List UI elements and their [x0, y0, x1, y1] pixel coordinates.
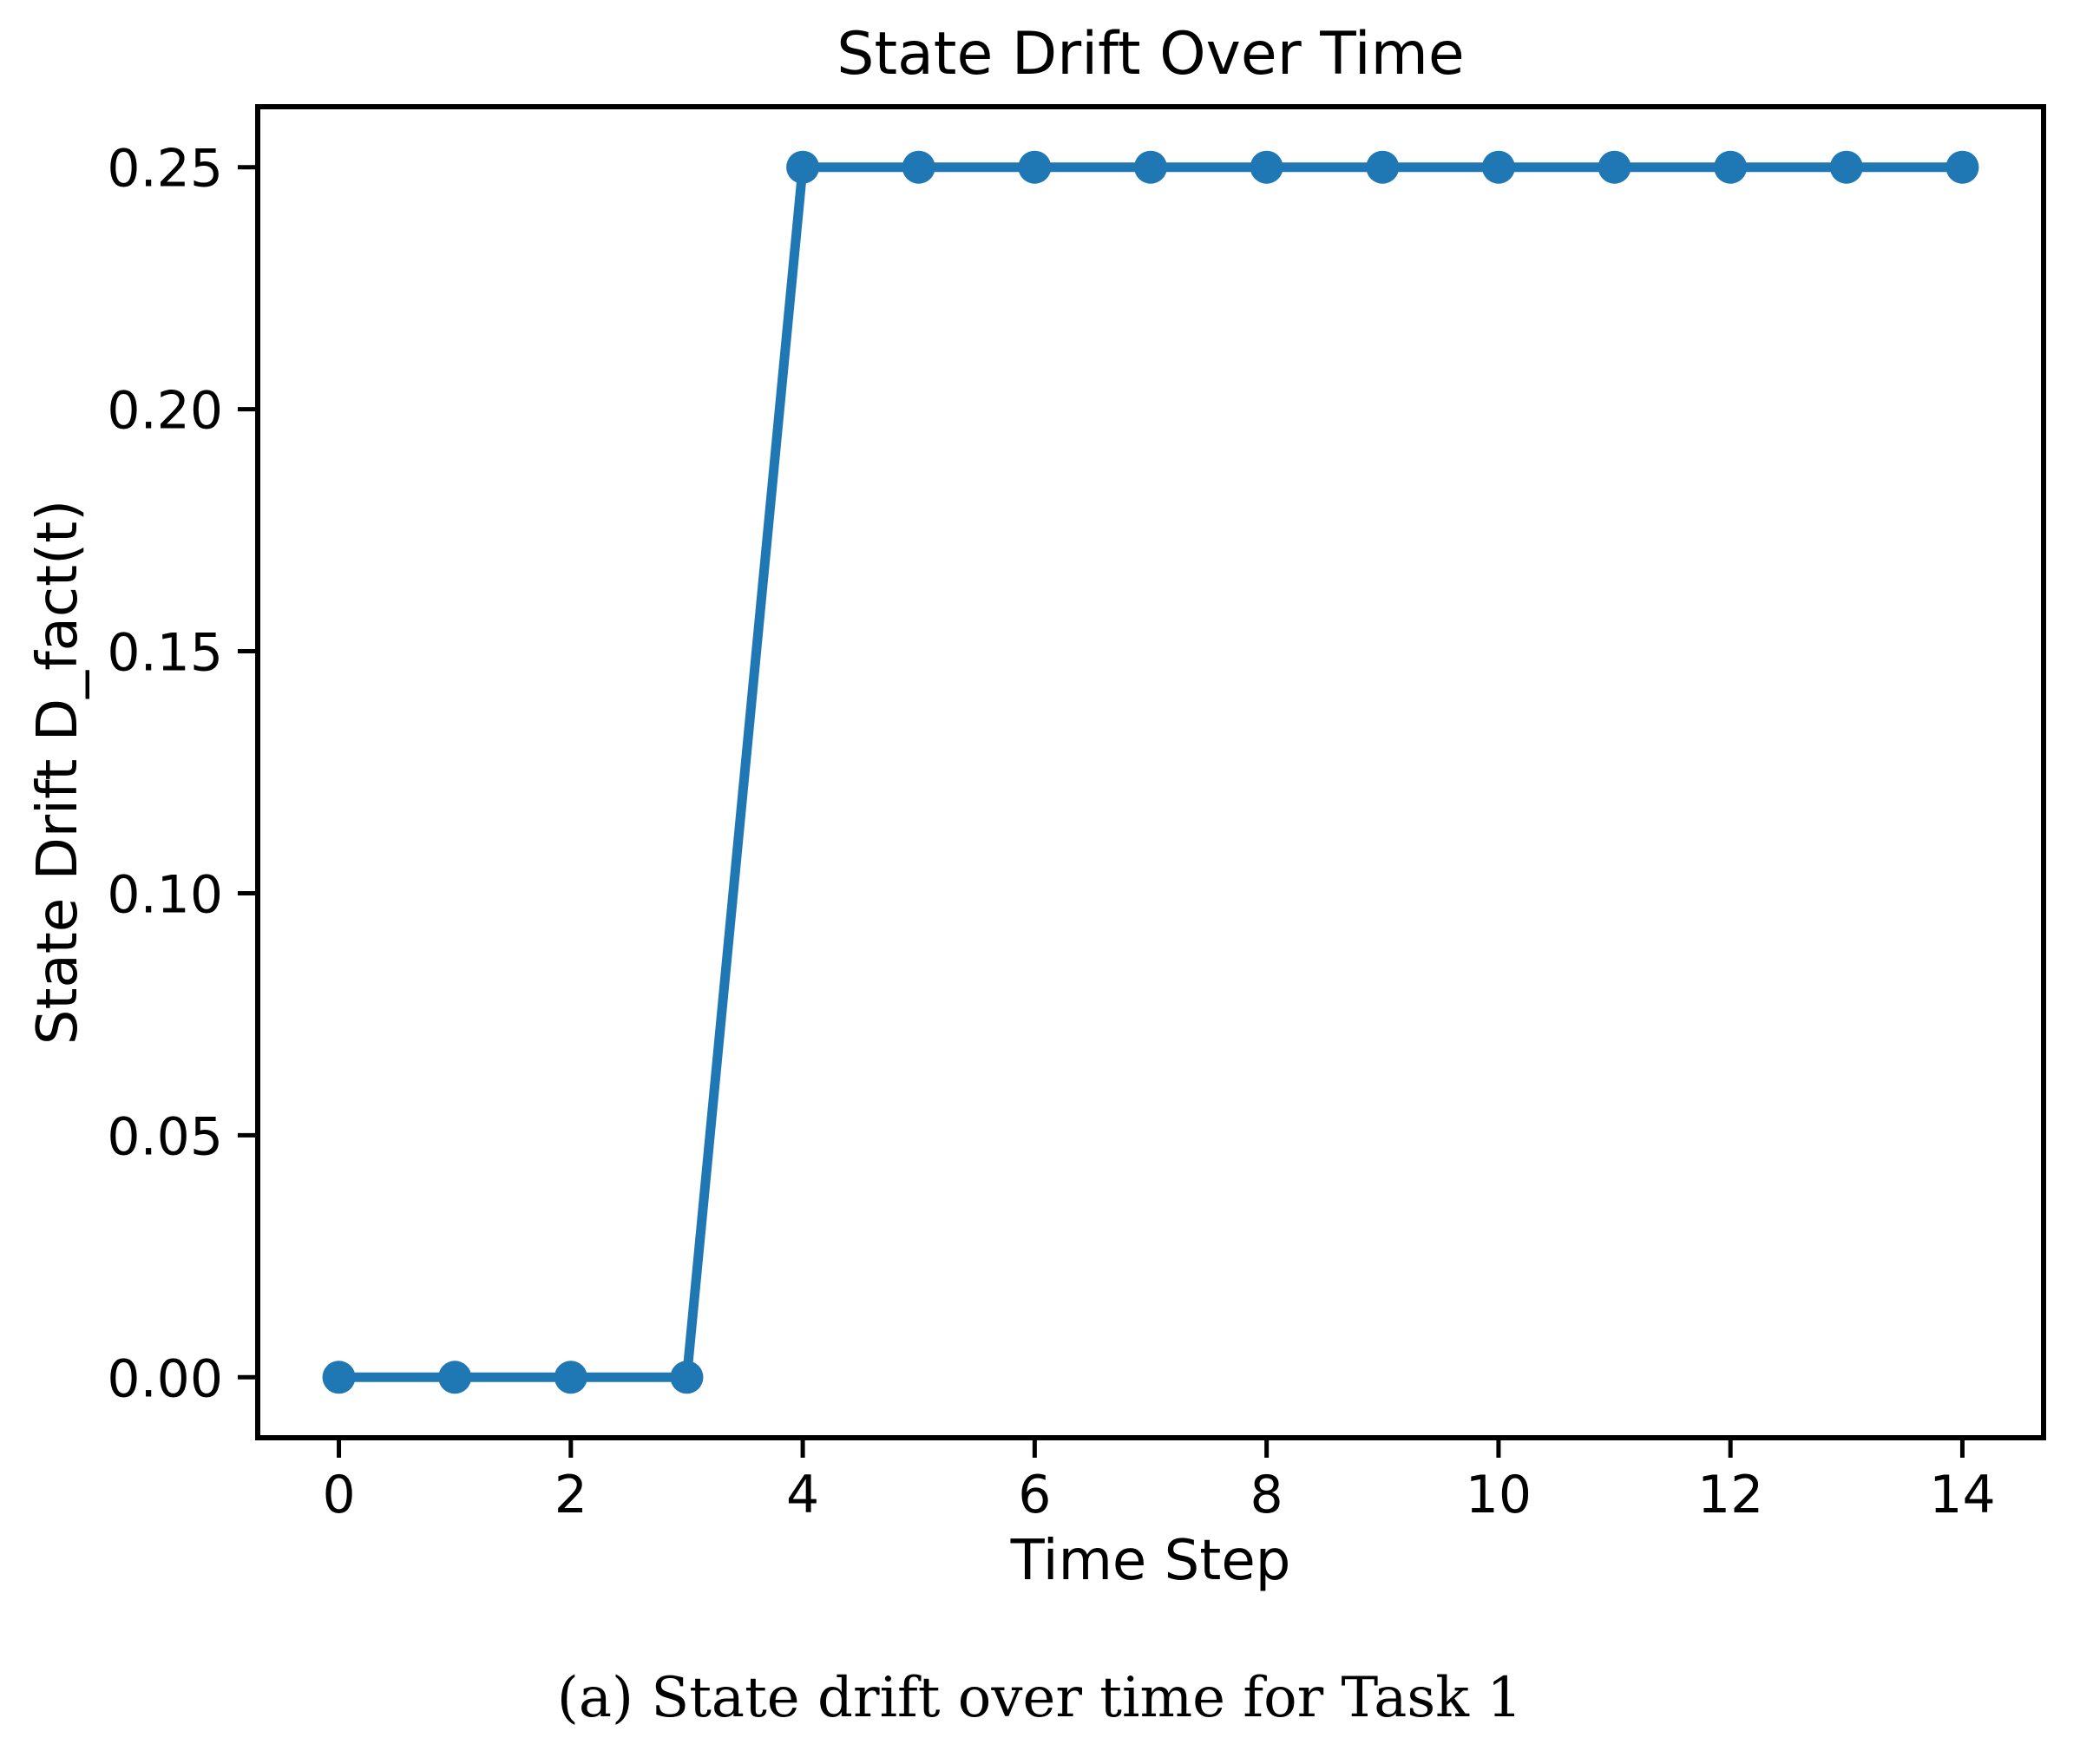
x-tick-label: 8: [1250, 1465, 1283, 1525]
data-point-marker: [438, 1361, 472, 1394]
x-tick-label: 6: [1018, 1465, 1051, 1525]
data-point-marker: [1481, 150, 1515, 184]
data-point-marker: [1366, 150, 1400, 184]
y-tick-label: 0.05: [107, 1106, 223, 1167]
y-axis: 0.00 0.05 0.10 0.15 0.20 0.25: [107, 139, 258, 1409]
data-point-marker: [1018, 150, 1052, 184]
x-tick-label: 0: [322, 1465, 355, 1525]
x-tick-label: 14: [1929, 1465, 1995, 1525]
x-tick-label: 10: [1466, 1465, 1532, 1525]
x-tick-label: 2: [554, 1465, 587, 1525]
y-axis-label: State Drift D_fact(t): [26, 500, 90, 1045]
plot-frame: [255, 104, 2046, 1440]
data-point-marker: [786, 150, 820, 184]
y-tick-label: 0.15: [107, 623, 223, 684]
data-series: [322, 150, 1979, 1394]
series-line: [338, 162, 1963, 1382]
data-point-marker: [670, 1361, 704, 1394]
x-axis: 0 2 4 6 8 10 12 14: [322, 1438, 1996, 1525]
y-tick-label: 0.25: [107, 139, 223, 200]
x-tick-label: 12: [1697, 1465, 1763, 1525]
y-tick-label: 0.00: [107, 1348, 223, 1409]
plot-area: 0 2 4 6 8 10 12 14 0.00 0.05 0.10 0.15 0.20 0.25: [107, 104, 2046, 1525]
data-point-marker: [1598, 150, 1631, 184]
data-point-marker: [1829, 150, 1863, 184]
data-point-marker: [1714, 150, 1748, 184]
y-tick-label: 0.20: [107, 381, 223, 442]
x-axis-label: Time Step: [1010, 1529, 1291, 1593]
data-point-marker: [322, 1361, 356, 1394]
data-point-marker: [1250, 150, 1283, 184]
data-point-marker: [1945, 150, 1979, 184]
chart-title: State Drift Over Time: [837, 20, 1464, 89]
data-point-marker: [554, 1361, 587, 1394]
data-point-marker: [1134, 150, 1167, 184]
x-tick-label: 4: [786, 1465, 819, 1525]
y-tick-label: 0.10: [107, 864, 223, 925]
figure-caption: (a) State drift over time for Task 1: [557, 1666, 1522, 1730]
data-point-marker: [902, 150, 935, 184]
